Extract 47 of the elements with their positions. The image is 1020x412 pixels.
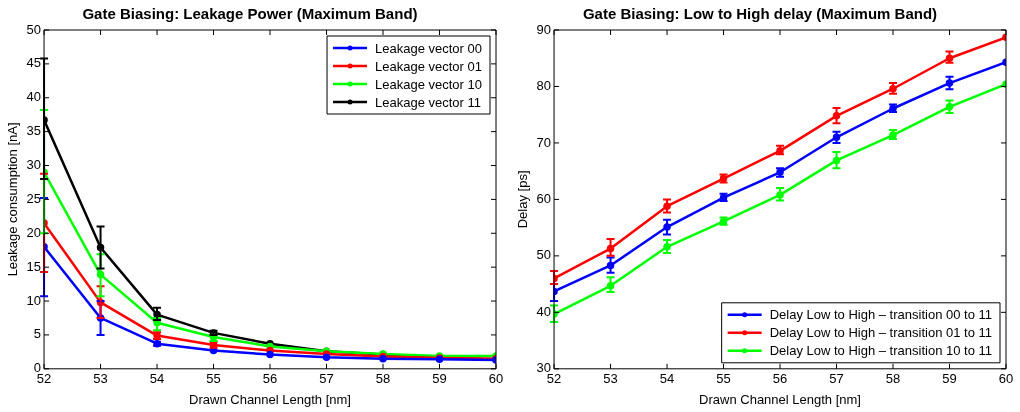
y-axis-title: Delay [ps] (515, 170, 531, 229)
legend-label: Delay Low to High – transition 10 to 11 (769, 343, 993, 359)
x-tick-label: 54 (659, 371, 675, 387)
x-tick-label: 54 (149, 371, 165, 387)
x-tick-label: 56 (772, 371, 788, 387)
y-tick-label: 40 (26, 89, 42, 105)
y-tick-label: 70 (536, 134, 552, 150)
y-tick-label: 15 (26, 258, 42, 274)
legend-label: Leakage vector 01 (375, 58, 482, 74)
legend-label: Leakage vector 11 (375, 94, 482, 110)
x-tick-label: 56 (262, 371, 278, 387)
x-axis-title: Drawn Channel Length [nm] (189, 391, 351, 407)
y-tick-label: 80 (536, 78, 552, 94)
x-tick-label: 60 (998, 371, 1014, 387)
y-tick-label: 25 (26, 190, 42, 206)
y-tick-label: 50 (26, 21, 42, 37)
legend-label: Leakage vector 00 (375, 40, 482, 56)
chart-title: Gate Biasing: Leakage Power (Maximum Band) (82, 5, 418, 23)
y-tick-label: 35 (26, 123, 42, 139)
y-tick-label: 10 (26, 292, 42, 308)
y-tick-label: 40 (536, 303, 552, 319)
x-tick-label: 55 (206, 371, 221, 387)
x-tick-label: 53 (93, 371, 108, 387)
legend-label: Delay Low to High – transition 00 to 11 (769, 307, 993, 323)
x-tick-label: 59 (942, 371, 957, 387)
x-axis-title: Drawn Channel Length [nm] (699, 391, 861, 407)
x-tick-label: 60 (488, 371, 504, 387)
x-tick-label: 57 (319, 371, 334, 387)
x-tick-label: 59 (432, 371, 447, 387)
x-tick-label: 58 (885, 371, 901, 387)
legend-label: Leakage vector 10 (375, 76, 482, 92)
y-tick-label: 5 (33, 326, 42, 342)
x-tick-label: 52 (36, 371, 52, 387)
x-tick-label: 58 (375, 371, 391, 387)
x-tick-label: 53 (603, 371, 618, 387)
y-tick-label: 50 (536, 247, 552, 263)
y-tick-label: 20 (26, 224, 42, 240)
y-tick-label: 45 (26, 55, 42, 71)
y-tick-label: 60 (536, 190, 552, 206)
chart-title: Gate Biasing: Low to High delay (Maximum Band) (582, 5, 938, 23)
y-tick-label: 30 (26, 157, 42, 173)
x-tick-label: 55 (716, 371, 731, 387)
x-tick-label: 57 (829, 371, 844, 387)
y-axis-title: Leakage consumption [nA] (5, 122, 21, 277)
y-tick-label: 90 (536, 21, 552, 37)
legend-label: Delay Low to High – transition 01 to 11 (769, 325, 993, 341)
x-tick-label: 52 (546, 371, 562, 387)
